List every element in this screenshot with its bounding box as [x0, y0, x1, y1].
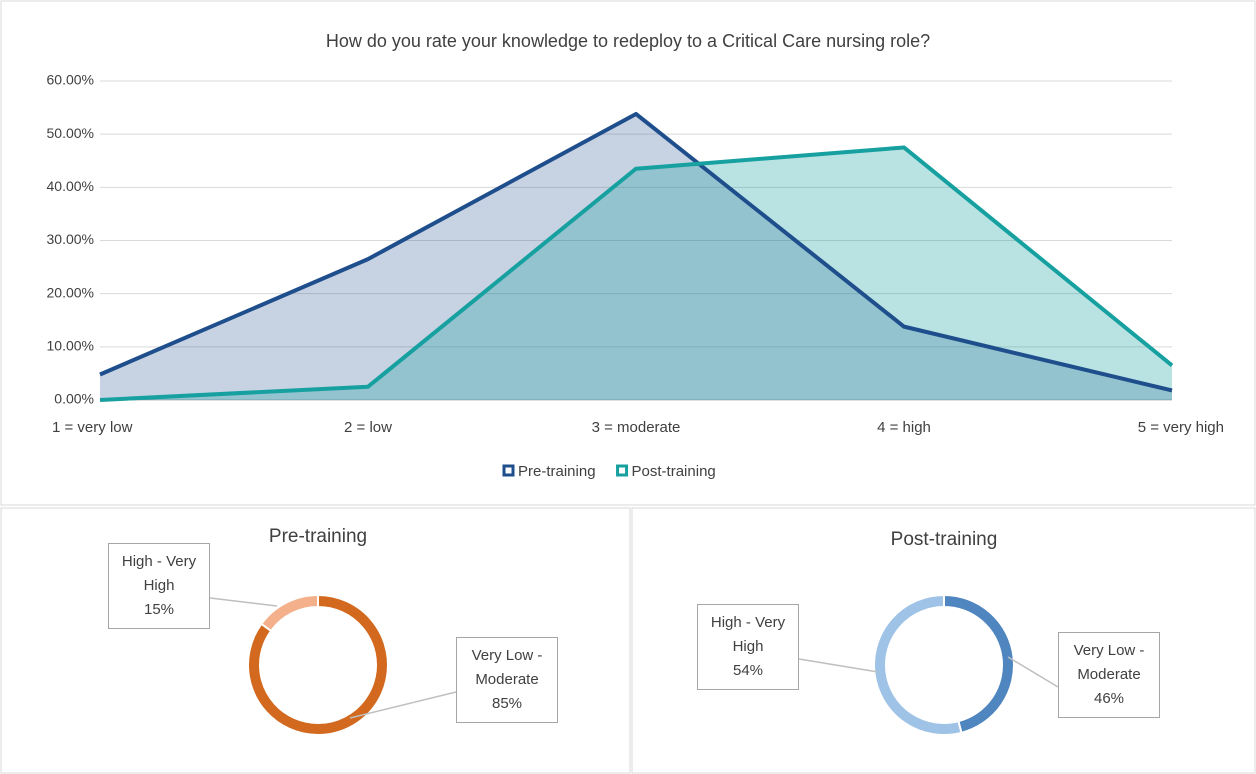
value-label: 15% [143, 601, 175, 618]
data-label: High - Very High 54% [697, 604, 799, 690]
donut-slice [873, 593, 963, 736]
data-label: High - Very High 15% [108, 543, 210, 629]
y-tick-label: 50.00% [47, 125, 94, 141]
category-label: Very Low - Moderate [1073, 642, 1145, 683]
donut-slice [247, 593, 389, 736]
x-tick-label: 4 = high [877, 419, 931, 436]
chart-title: Pre-training [269, 526, 367, 547]
panel [0, 0, 1256, 506]
legend-swatch [502, 464, 515, 477]
category-label: High - Very High [121, 553, 197, 594]
line [99, 111, 1173, 393]
x-tick-label: 5 = very high [1138, 419, 1224, 436]
x-tick-label: 1 = very low [52, 419, 133, 436]
category-label: High - Very High [710, 614, 786, 655]
y-tick-label: 30.00% [47, 231, 94, 247]
chart-title: Post-training [891, 529, 998, 550]
leader-line [349, 691, 457, 719]
category-label: Very Low - Moderate [471, 647, 543, 688]
value-label: 46% [1093, 690, 1125, 707]
y-tick-label: 0.00% [54, 391, 94, 407]
donut-slice [259, 593, 319, 633]
y-tick-label: 40.00% [47, 178, 94, 194]
y-tick-label: 10.00% [47, 338, 94, 354]
y-tick-label: 20.00% [47, 284, 94, 300]
legend-label: Post-training [632, 463, 716, 480]
chart-title: How do you rate your knowledge to redepl… [326, 31, 930, 51]
x-tick-label: 2 = low [344, 419, 392, 436]
value-label: 54% [732, 662, 764, 679]
data-label: Very Low - Moderate 85% [456, 637, 558, 723]
data-label: Very Low - Moderate 46% [1058, 632, 1160, 718]
panel [0, 507, 631, 774]
y-tick-label: 60.00% [47, 72, 94, 88]
x-tick-label: 3 = moderate [592, 419, 681, 436]
legend-label: Pre-training [518, 463, 596, 480]
leader-line [209, 597, 278, 607]
donut-slice [943, 593, 1015, 735]
leader-line [798, 658, 879, 673]
panel [631, 507, 1256, 774]
leader-line [1007, 656, 1059, 688]
line [99, 145, 1174, 402]
area [100, 147, 1172, 400]
value-label: 85% [491, 695, 523, 712]
legend-swatch [616, 464, 629, 477]
